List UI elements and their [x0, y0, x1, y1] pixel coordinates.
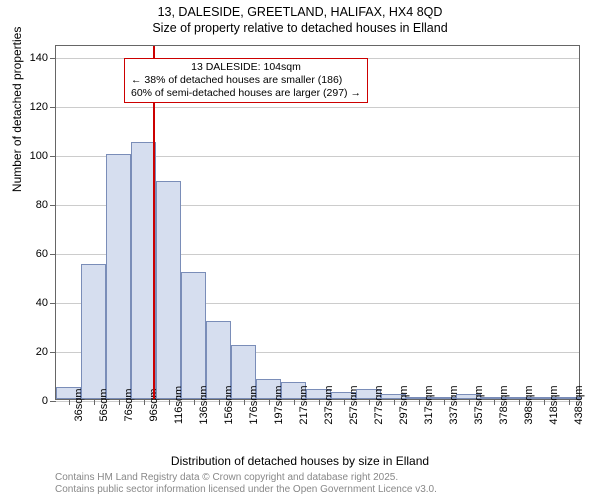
- y-tick: [50, 401, 56, 402]
- title-line1: 13, DALESIDE, GREETLAND, HALIFAX, HX4 8Q…: [0, 4, 600, 20]
- y-tick: [50, 254, 56, 255]
- y-tick: [50, 205, 56, 206]
- x-tick: [444, 399, 445, 405]
- y-tick: [50, 303, 56, 304]
- y-tick-label: 120: [30, 101, 48, 113]
- y-tick-label: 20: [36, 346, 48, 358]
- x-tick: [169, 399, 170, 405]
- x-tick-label: 398sqm: [523, 385, 535, 424]
- x-tick: [294, 399, 295, 405]
- x-tick-label: 378sqm: [498, 385, 510, 424]
- annotation-line: 60% of semi-detached houses are larger (…: [131, 87, 361, 100]
- y-tick-label: 0: [42, 395, 48, 407]
- x-tick: [544, 399, 545, 405]
- x-tick-label: 297sqm: [398, 385, 410, 424]
- chart-title-block: 13, DALESIDE, GREETLAND, HALIFAX, HX4 8Q…: [0, 0, 600, 37]
- y-tick-label: 60: [36, 248, 48, 260]
- footer-attribution: Contains HM Land Registry data © Crown c…: [55, 472, 437, 496]
- x-tick-label: 277sqm: [373, 385, 385, 424]
- x-tick: [69, 399, 70, 405]
- annotation-line: ← 38% of detached houses are smaller (18…: [131, 74, 361, 87]
- x-tick-label: 337sqm: [448, 385, 460, 424]
- y-axis-title: Number of detached properties: [10, 27, 24, 192]
- footer-line1: Contains HM Land Registry data © Crown c…: [55, 472, 437, 484]
- x-tick-label: 317sqm: [423, 385, 435, 424]
- x-tick-label: 438sqm: [573, 385, 585, 424]
- y-tick: [50, 156, 56, 157]
- x-tick: [469, 399, 470, 405]
- y-tick-label: 100: [30, 150, 48, 162]
- x-tick-label: 357sqm: [473, 385, 485, 424]
- x-tick: [419, 399, 420, 405]
- x-tick: [394, 399, 395, 405]
- x-axis-title: Distribution of detached houses by size …: [0, 454, 600, 468]
- x-tick: [119, 399, 120, 405]
- histogram-bar: [81, 264, 106, 399]
- x-tick: [269, 399, 270, 405]
- x-tick: [344, 399, 345, 405]
- chart-plot-area: 02040608010012014036sqm56sqm76sqm96sqm11…: [55, 45, 580, 400]
- grid-line: [56, 107, 579, 108]
- histogram-bar: [181, 272, 206, 399]
- x-tick: [194, 399, 195, 405]
- title-line2: Size of property relative to detached ho…: [0, 20, 600, 36]
- y-tick: [50, 352, 56, 353]
- x-tick: [494, 399, 495, 405]
- x-tick-label: 418sqm: [548, 385, 560, 424]
- x-tick: [94, 399, 95, 405]
- y-tick: [50, 107, 56, 108]
- y-tick-label: 140: [30, 52, 48, 64]
- x-tick: [144, 399, 145, 405]
- histogram-bar: [106, 154, 131, 399]
- x-tick: [519, 399, 520, 405]
- x-tick: [244, 399, 245, 405]
- y-tick-label: 40: [36, 297, 48, 309]
- footer-line2: Contains public sector information licen…: [55, 484, 437, 496]
- annotation-line: 13 DALESIDE: 104sqm: [131, 61, 361, 74]
- annotation-box: 13 DALESIDE: 104sqm← 38% of detached hou…: [124, 58, 368, 103]
- x-tick: [319, 399, 320, 405]
- y-tick: [50, 58, 56, 59]
- x-tick: [219, 399, 220, 405]
- x-tick: [369, 399, 370, 405]
- x-tick: [569, 399, 570, 405]
- y-tick-label: 80: [36, 199, 48, 211]
- histogram-bar: [156, 181, 181, 399]
